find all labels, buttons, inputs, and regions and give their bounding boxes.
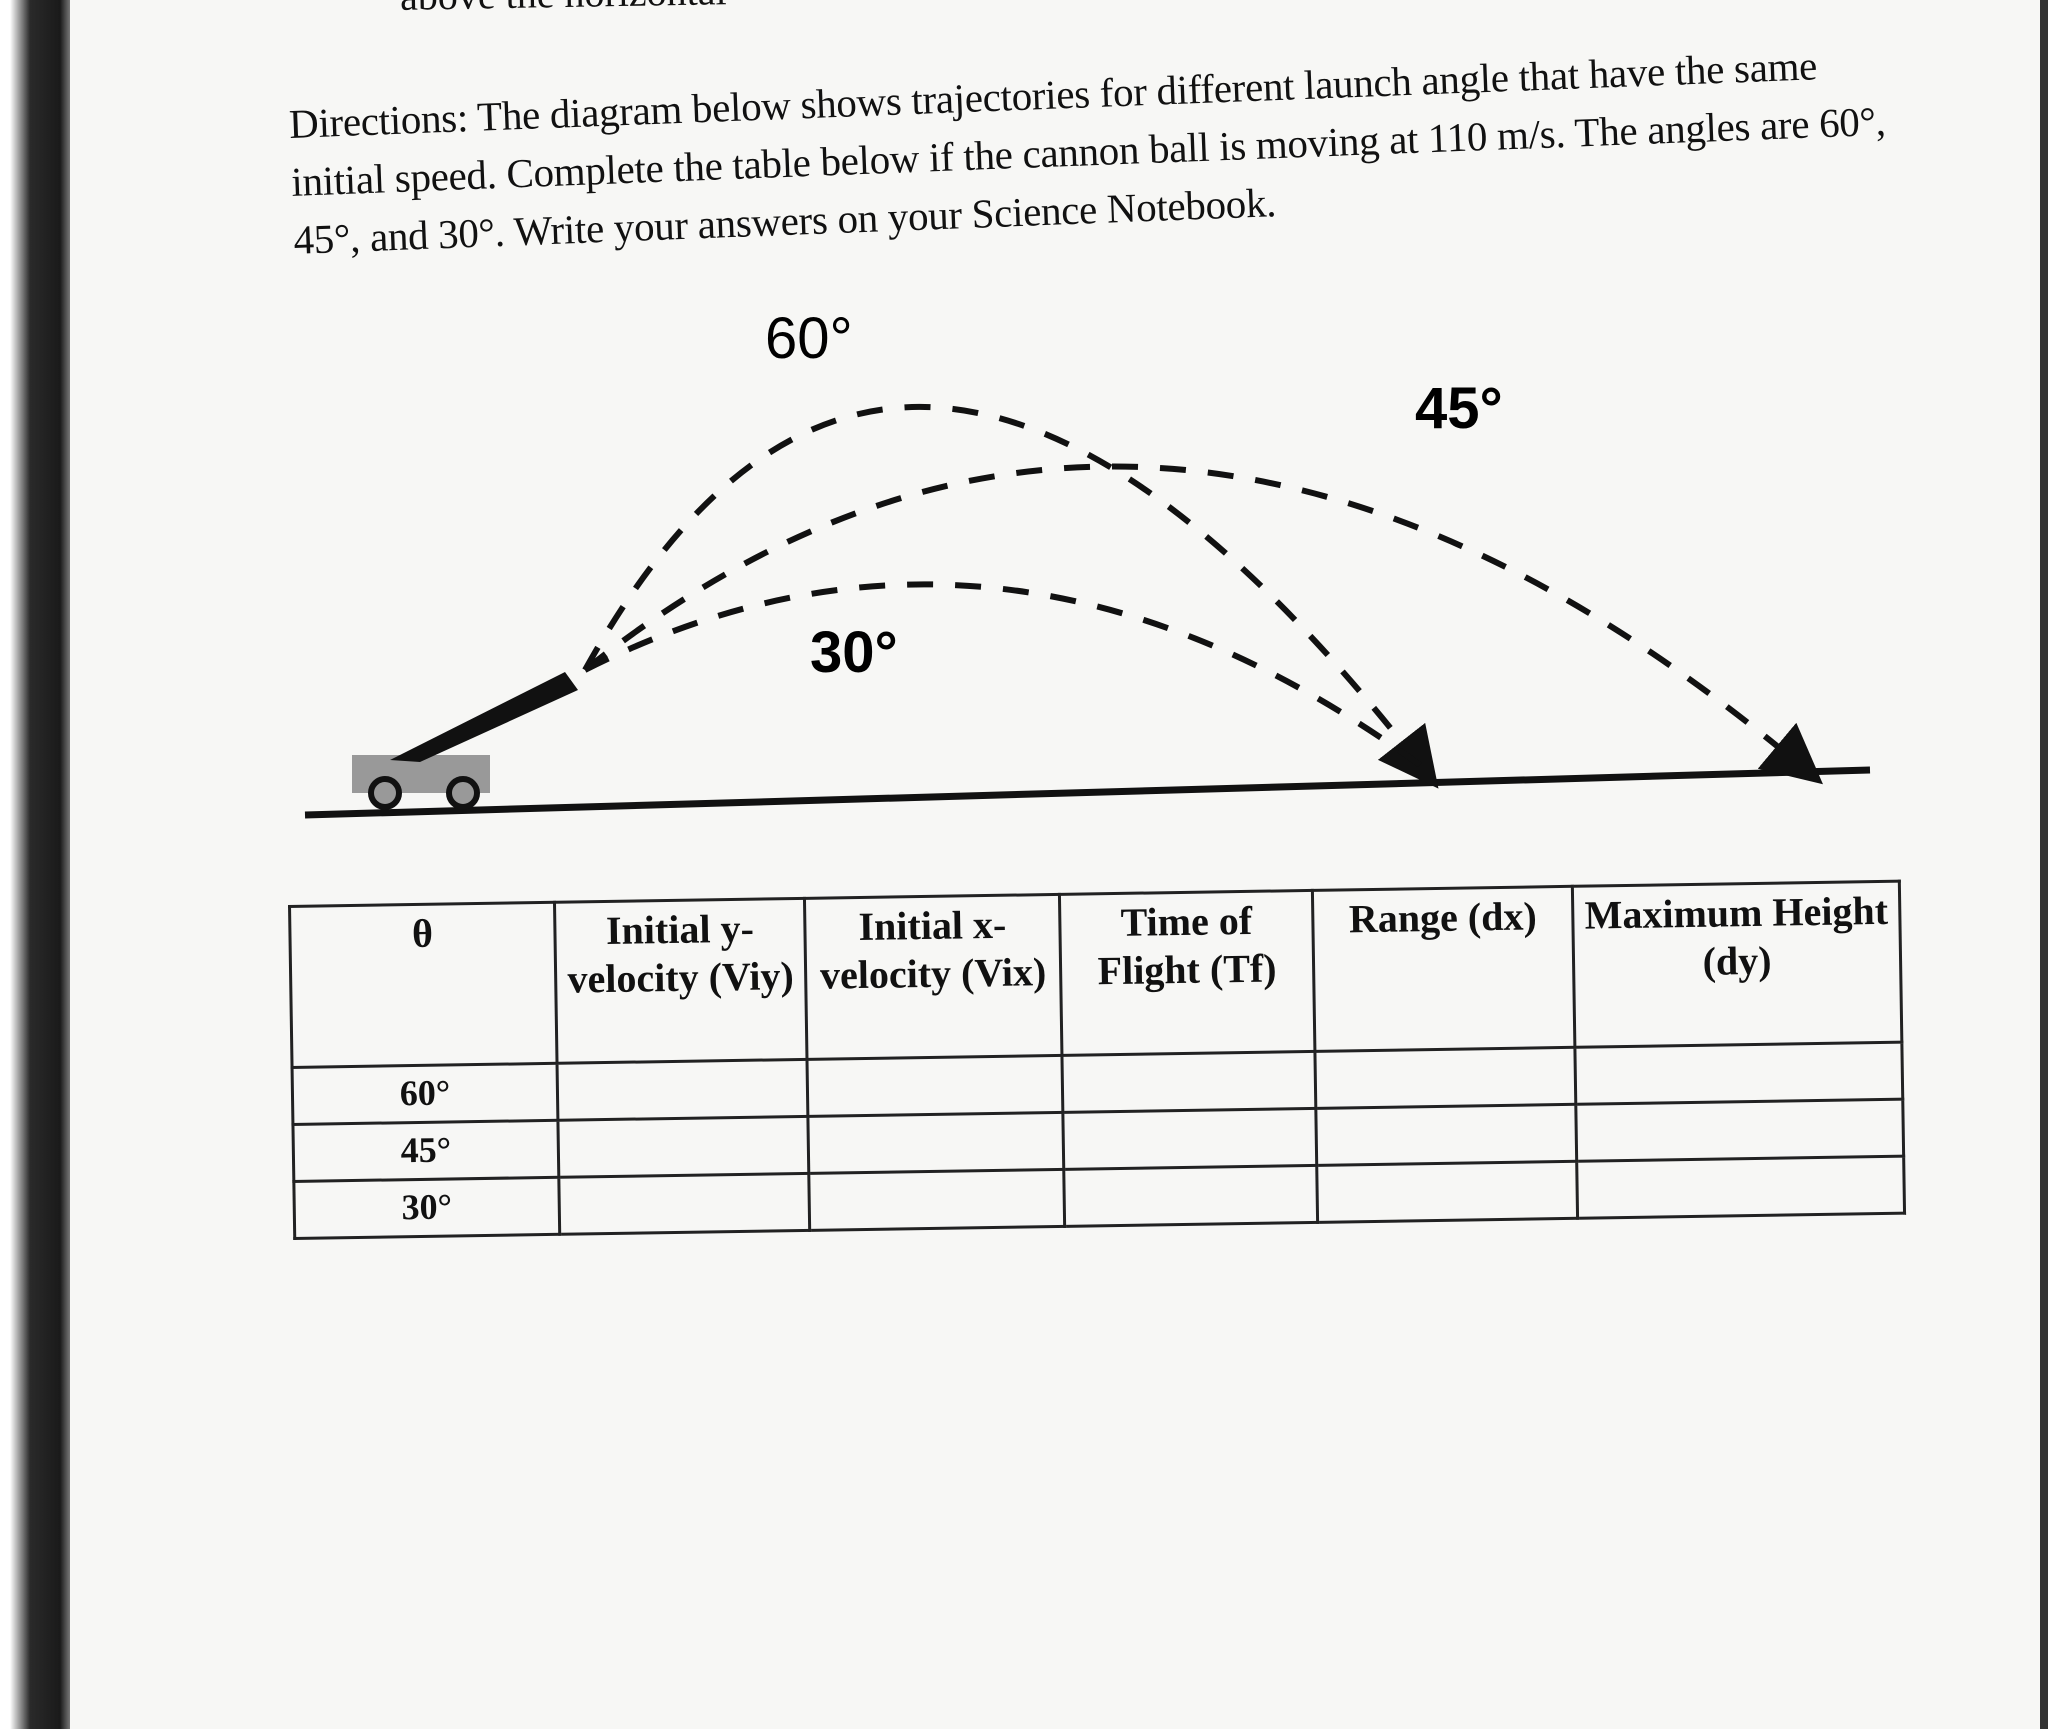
answer-cell (557, 1059, 808, 1121)
page-edge (2040, 0, 2048, 1729)
header-range: Range (dx) (1312, 886, 1575, 1052)
trajectory-45 (583, 463, 1823, 785)
binder-edge (0, 0, 70, 1729)
answer-table: θ Initial y-velocity (Viy) Initial x-vel… (288, 880, 1906, 1240)
cannon-icon (352, 672, 578, 810)
ground-line (304, 766, 1871, 819)
header-initial-x-velocity: Initial x-velocity (Vix) (804, 894, 1062, 1060)
answer-cell (1576, 1156, 1905, 1219)
header-maximum-height: Maximum Height (dy) (1572, 881, 1902, 1048)
table-header-row: θ Initial y-velocity (Viy) Initial x-vel… (289, 881, 1902, 1068)
answer-cell (1316, 1161, 1578, 1223)
answer-cell (1574, 1042, 1903, 1105)
answer-cell (1575, 1099, 1904, 1162)
answer-cell (1315, 1104, 1577, 1166)
answer-cell (807, 1112, 1064, 1174)
answer-cell (1062, 1108, 1317, 1170)
answer-cell (808, 1169, 1065, 1231)
header-initial-y-velocity: Initial y-velocity (Viy) (554, 898, 807, 1064)
angle-cell: 30° (293, 1177, 560, 1239)
answer-cell (806, 1055, 1063, 1117)
trajectory-30 (583, 581, 1422, 768)
angle-cell: 60° (292, 1063, 558, 1125)
answer-cell (1063, 1165, 1318, 1227)
answer-cell (1314, 1047, 1576, 1109)
label-60: 60° (765, 306, 853, 371)
header-theta: θ (289, 902, 558, 1068)
answer-cell (558, 1173, 810, 1235)
label-30: 30° (810, 620, 898, 685)
angle-cell: 45° (292, 1120, 559, 1182)
header-time-of-flight: Time of Flight (Tf) (1059, 890, 1315, 1056)
label-45: 45° (1415, 376, 1503, 441)
answer-cell (557, 1116, 809, 1178)
answer-cell (1061, 1051, 1316, 1113)
